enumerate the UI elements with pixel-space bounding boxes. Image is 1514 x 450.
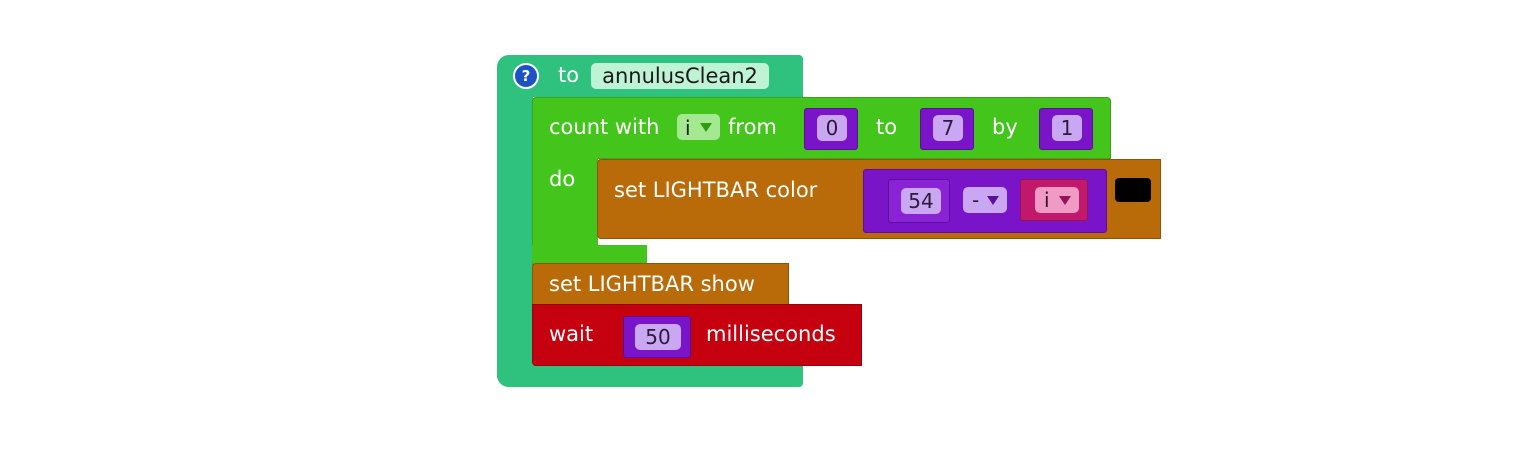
procedure-block[interactable]: ? to annulusClean2: [497, 55, 803, 387]
dropdown-arrow-icon: [1059, 196, 1071, 205]
help-icon[interactable]: ?: [513, 63, 539, 89]
left-operand-field[interactable]: 54: [901, 188, 941, 214]
set-lightbar-show-label: set LIGHTBAR show: [549, 272, 755, 296]
by-number-block[interactable]: 1: [1039, 108, 1093, 150]
loop-variable-name: i: [685, 116, 691, 140]
operator-dropdown[interactable]: -: [963, 187, 1007, 213]
color-swatch[interactable]: [1115, 178, 1151, 202]
loop-variable-dropdown[interactable]: i: [677, 114, 720, 140]
count-with-label: count with: [549, 115, 660, 139]
by-label: by: [992, 115, 1018, 139]
to-number-block[interactable]: 7: [920, 108, 974, 150]
variable-i-block[interactable]: i: [1020, 179, 1088, 221]
set-lightbar-color-label: set LIGHTBAR color: [614, 178, 818, 202]
subtraction-block[interactable]: 54 - i: [863, 169, 1107, 233]
wait-number-block[interactable]: 50: [623, 316, 691, 358]
do-label: do: [549, 167, 576, 191]
from-label: from: [728, 115, 777, 139]
by-number-field[interactable]: 1: [1052, 115, 1082, 141]
count-loop-block[interactable]: count with i from 0 to 7 by 1 do: [532, 97, 1111, 265]
to-label: to: [876, 115, 898, 139]
operator-symbol: -: [972, 188, 980, 212]
milliseconds-label: milliseconds: [706, 322, 836, 346]
wait-block[interactable]: wait 50 milliseconds: [532, 304, 862, 366]
set-lightbar-color-block[interactable]: set LIGHTBAR color 54 - i: [597, 159, 1161, 239]
procedure-to-label: to: [558, 63, 580, 87]
to-number-field[interactable]: 7: [933, 115, 963, 141]
variable-i-name: i: [1044, 188, 1050, 212]
dropdown-arrow-icon: [700, 123, 712, 132]
from-number-field[interactable]: 0: [817, 115, 847, 141]
left-operand-block[interactable]: 54: [888, 179, 950, 223]
set-lightbar-show-block[interactable]: set LIGHTBAR show: [532, 263, 789, 305]
procedure-name-field[interactable]: annulusClean2: [591, 63, 769, 89]
from-number-block[interactable]: 0: [804, 108, 858, 150]
variable-i-dropdown[interactable]: i: [1035, 187, 1079, 213]
dropdown-arrow-icon: [987, 196, 999, 205]
wait-number-field[interactable]: 50: [635, 324, 681, 350]
wait-label: wait: [549, 322, 594, 346]
